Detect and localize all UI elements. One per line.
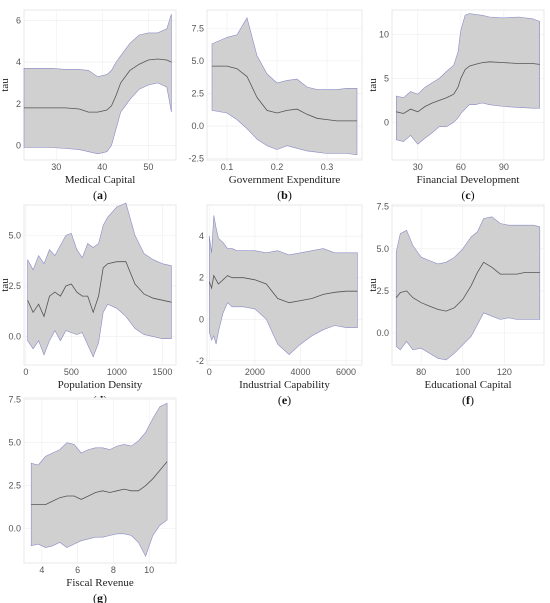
y-axis-label: tau	[367, 278, 379, 292]
confidence-band	[27, 202, 172, 358]
y-axis-label: tau	[367, 78, 379, 92]
y-tick-label: 5	[384, 73, 389, 83]
chart-panel-g: 0.0 2.5 5.0 7.5 4 6 8 10 Fiscal Revenue (g)	[8, 395, 177, 603]
panel-letter-a: (a)	[93, 188, 107, 202]
y-tick-label: 2.5	[191, 88, 204, 98]
confidence-band	[211, 17, 358, 156]
mean-line	[24, 58, 172, 113]
x-tick-label: 6000	[336, 367, 356, 377]
y-tick-label: 0	[16, 140, 21, 150]
x-tick-label: 500	[64, 367, 79, 377]
y-tick-label: 5.0	[191, 56, 204, 66]
y-tick-label: 0.0	[8, 524, 21, 534]
mean-line	[212, 65, 357, 122]
x-axis-label: Government Expenditure	[229, 174, 341, 186]
y-tick-label: -2	[196, 356, 204, 366]
panel-letter-g: (g)	[93, 591, 107, 603]
confidence-band	[30, 402, 168, 557]
x-axis-label: Fiscal Revenue	[66, 577, 134, 589]
panel-letter-c: (c)	[461, 188, 474, 202]
x-tick-label: 100	[455, 367, 470, 377]
y-tick-label: 2.5	[376, 286, 389, 296]
y-tick-label: 0.0	[8, 332, 21, 342]
x-axis-label: Financial Development	[417, 174, 520, 186]
y-tick-label: 7.5	[8, 395, 21, 405]
x-tick-label: 30	[51, 162, 61, 172]
x-tick-label: 120	[497, 367, 512, 377]
panel-letter-f: (f)	[462, 393, 474, 407]
chart-panel-f: 0.0 2.5 5.0 7.5 80 100 120 Educational Capital t…	[367, 202, 545, 407]
y-axis-label: tau	[0, 78, 11, 92]
x-tick-label: 1500	[152, 367, 172, 377]
x-tick-label: 1000	[107, 367, 127, 377]
y-tick-label: 2	[16, 99, 21, 109]
mean-line	[27, 261, 172, 318]
x-tick-label: 30	[413, 162, 423, 172]
chart-panel-a: 0 2 4 6 30 40 50 Medical Capital tau (a)	[0, 9, 177, 202]
mean-line	[208, 274, 358, 304]
y-tick-label: 2.5	[8, 281, 21, 291]
x-tick-label: 60	[456, 162, 466, 172]
mean-line	[395, 261, 540, 312]
y-tick-label: 0.0	[191, 121, 204, 131]
y-tick-label: 6	[16, 15, 21, 25]
y-tick-label: 0	[199, 314, 204, 324]
y-tick-label: 5.0	[8, 438, 21, 448]
x-tick-label: 2000	[245, 367, 265, 377]
x-tick-label: 4000	[290, 367, 310, 377]
y-axis-label: tau	[0, 278, 11, 292]
x-tick-label: 10	[144, 565, 154, 575]
confidence-band	[23, 14, 172, 155]
chart-panel-c: 0 5 10 30 60 90 Financial Development tau (c)	[367, 9, 545, 202]
x-tick-label: 0.1	[221, 162, 234, 172]
x-tick-label: 8	[111, 565, 116, 575]
y-tick-label: 7.5	[376, 202, 389, 212]
x-tick-label: 40	[97, 162, 107, 172]
y-tick-label: 7.5	[191, 23, 204, 33]
confidence-band	[396, 13, 540, 145]
y-tick-label: 0.0	[376, 328, 389, 338]
x-tick-label: 6	[75, 565, 80, 575]
y-tick-label: 10	[379, 30, 389, 40]
y-tick-label: 4	[199, 231, 204, 241]
panel-letter-b: (b)	[277, 188, 292, 202]
x-tick-label: 90	[499, 162, 509, 172]
confidence-band	[209, 215, 358, 356]
y-tick-label: 2.5	[8, 481, 21, 491]
panel-letter-e: (e)	[278, 393, 291, 407]
mean-line	[396, 61, 540, 114]
y-tick-label: 2	[199, 273, 204, 283]
x-axis-label: Industrial Capability	[239, 379, 330, 391]
y-tick-label: 4	[16, 57, 21, 67]
x-tick-label: 0.2	[271, 162, 284, 172]
x-tick-label: 50	[143, 162, 153, 172]
x-axis-label: Medical Capital	[65, 174, 136, 186]
x-tick-label: 80	[416, 367, 426, 377]
x-tick-label: 0	[23, 367, 28, 377]
mean-line	[31, 461, 168, 505]
x-axis-label: Educational Capital	[424, 379, 511, 391]
x-axis-label: Population Density	[58, 379, 143, 391]
confidence-band	[395, 216, 541, 361]
x-tick-label: 4	[39, 565, 44, 575]
chart-panel-d: 0.0 2.5 5.0 0 500 1000 1500 Population Density t…	[0, 202, 177, 407]
y-tick-label: 0	[384, 117, 389, 127]
y-tick-label: 5.0	[376, 244, 389, 254]
chart-panel-b: -2.5 0.0 2.5 5.0 7.5 0.1 0.2 0.3 Government Expe…	[188, 9, 363, 202]
x-tick-label: 0	[207, 367, 212, 377]
x-tick-label: 0.3	[321, 162, 334, 172]
y-tick-label: -2.5	[188, 154, 204, 164]
y-tick-label: 5.0	[8, 230, 21, 240]
